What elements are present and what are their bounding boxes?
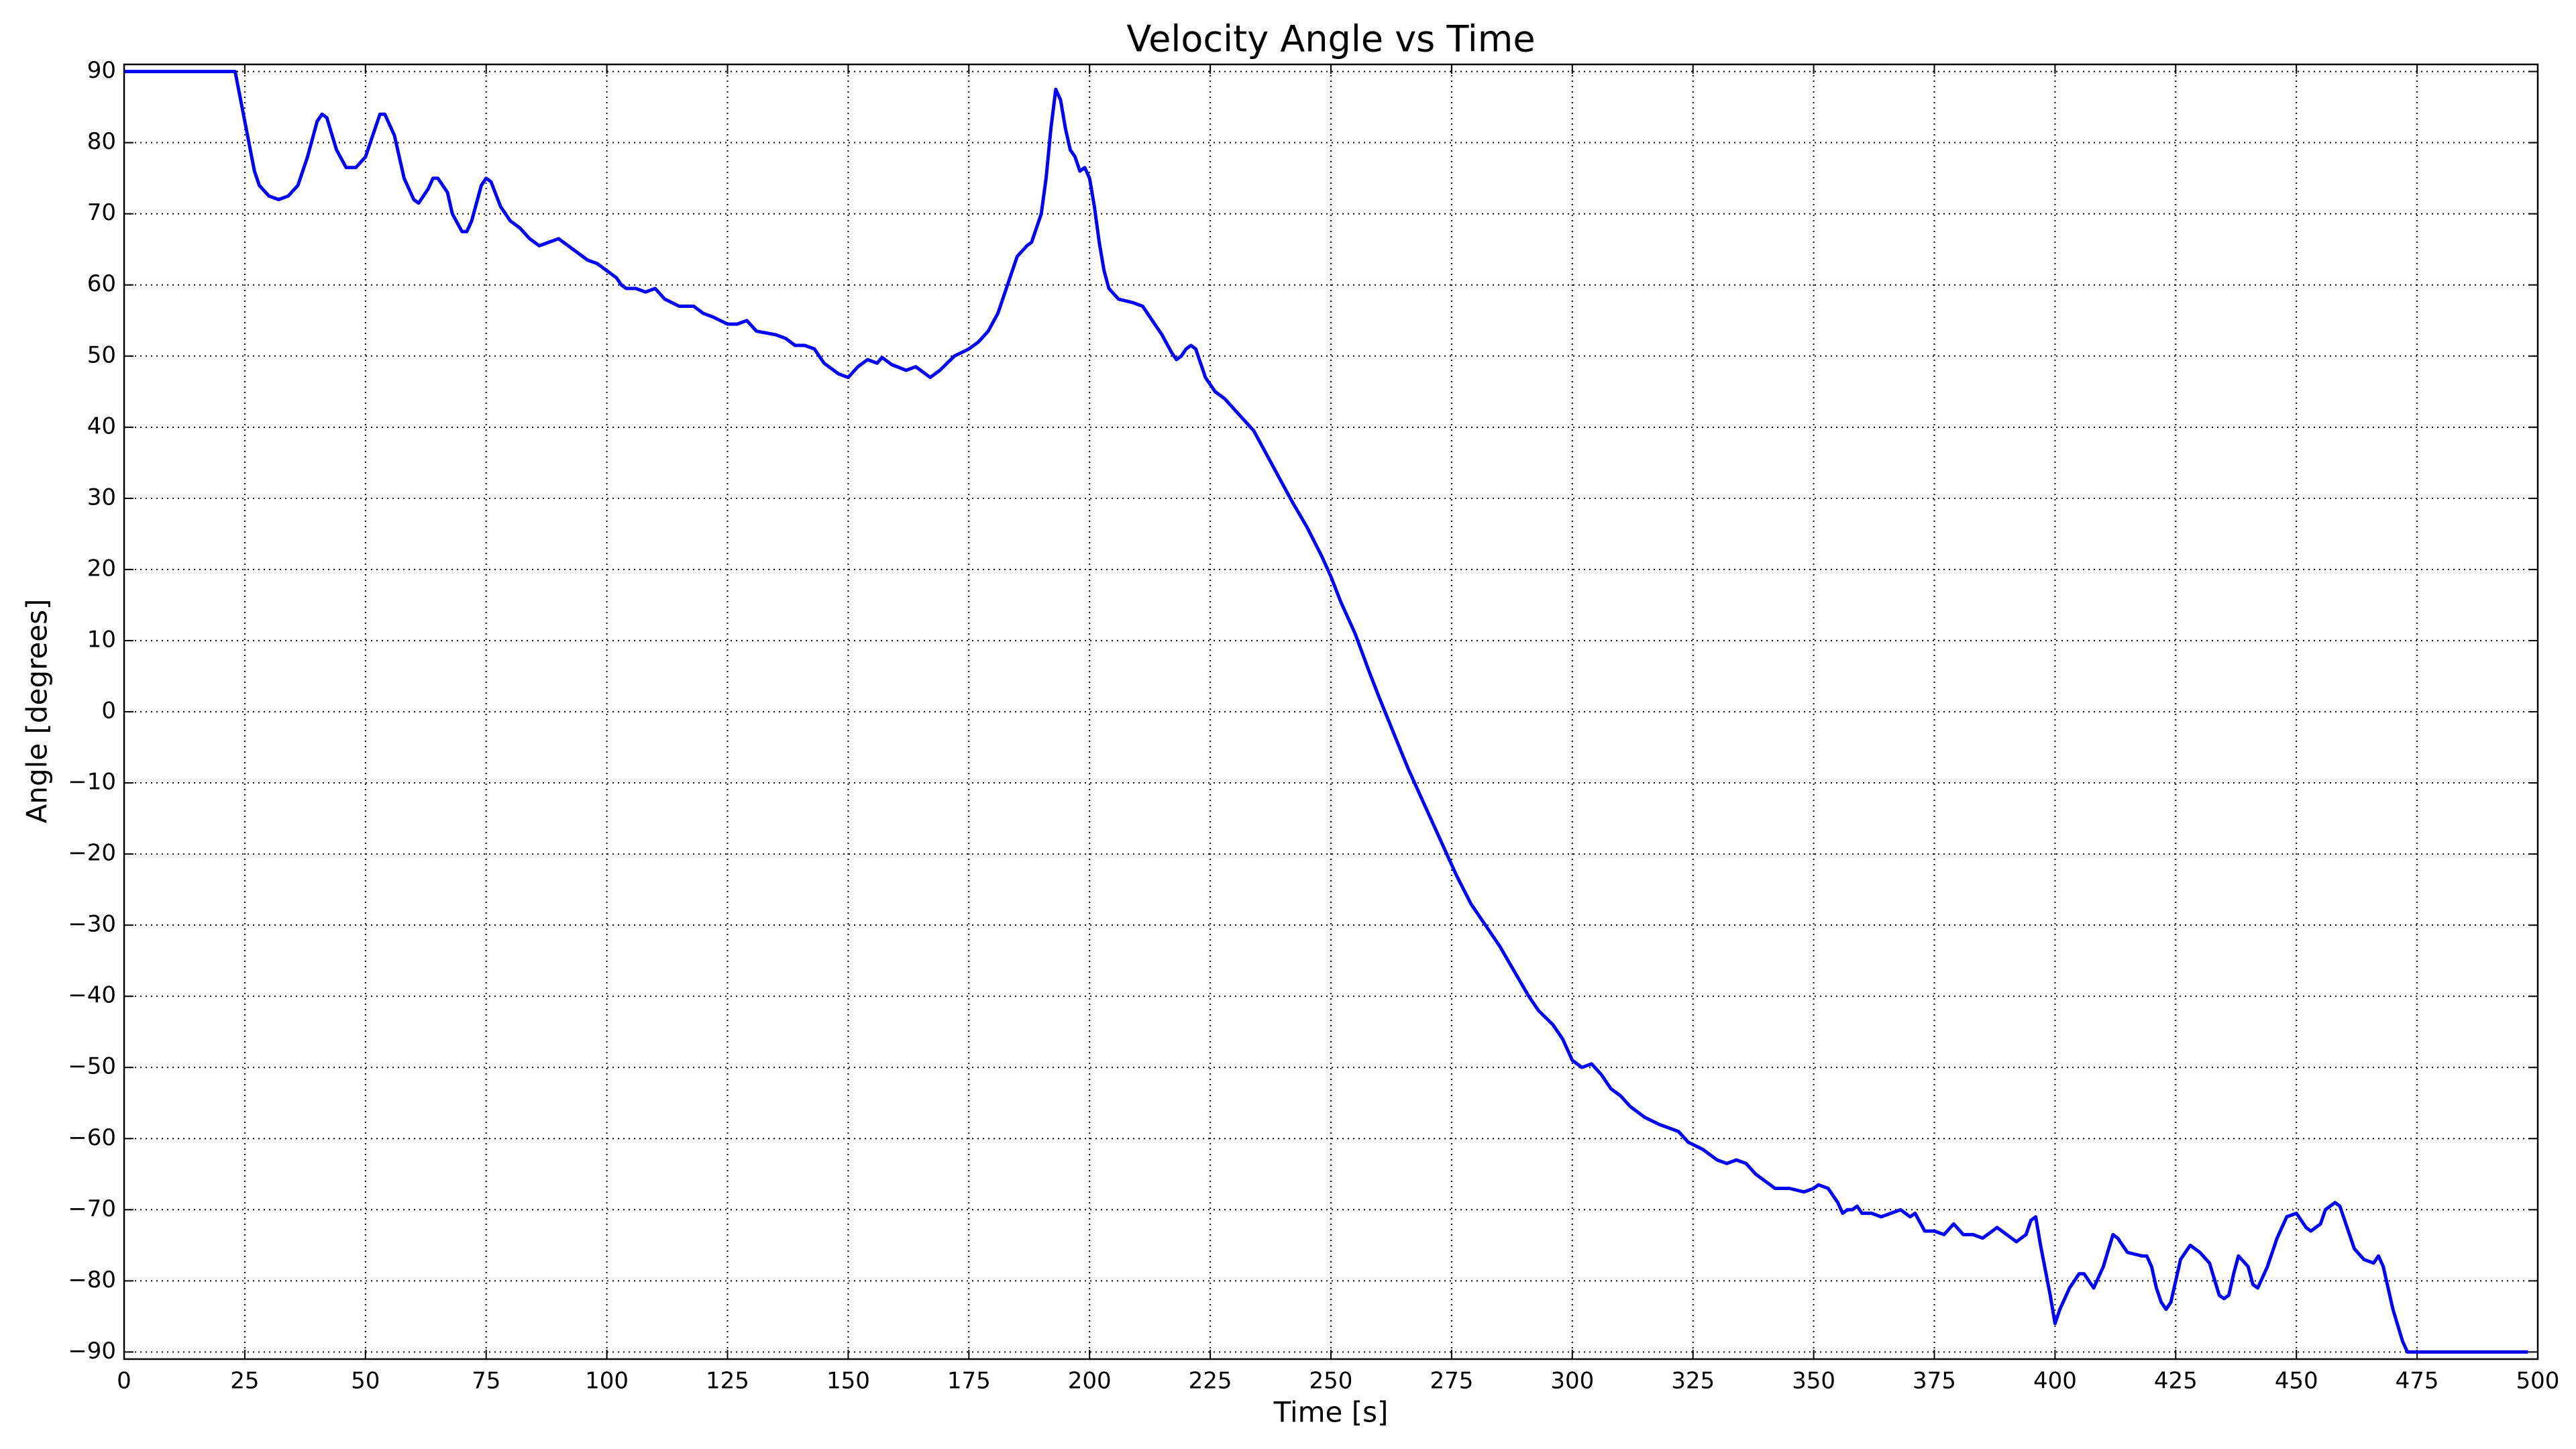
x-tick-label: 250 — [1309, 1368, 1353, 1395]
y-tick-label: 50 — [87, 341, 116, 368]
x-tick-label: 50 — [351, 1368, 380, 1395]
x-tick-label: 450 — [2275, 1368, 2318, 1395]
x-tick-label: 375 — [1913, 1368, 1956, 1395]
y-tick-label: −10 — [68, 769, 116, 796]
y-tick-label: 60 — [87, 270, 116, 297]
y-tick-label: −40 — [68, 982, 116, 1009]
y-tick-label: −80 — [68, 1267, 116, 1293]
y-tick-label: −20 — [68, 840, 116, 867]
x-tick-label: 400 — [2033, 1368, 2077, 1395]
y-tick-label: 80 — [87, 128, 116, 155]
y-tick-label: −30 — [68, 911, 116, 938]
x-tick-label: 0 — [117, 1368, 131, 1395]
x-tick-label: 200 — [1068, 1368, 1112, 1395]
y-tick-label: −90 — [68, 1338, 116, 1364]
data-line — [124, 70, 2528, 1354]
y-axis-label: Angle [degrees] — [21, 599, 54, 824]
chart-title: Velocity Angle vs Time — [1126, 18, 1535, 60]
y-tick-label: −60 — [68, 1124, 116, 1151]
x-tick-label: 150 — [826, 1368, 870, 1395]
plot-frame — [123, 63, 2539, 1360]
x-tick-label: 300 — [1550, 1368, 1594, 1395]
y-tick-label: 90 — [87, 57, 116, 84]
y-tick-label: 20 — [87, 555, 116, 582]
x-tick-label: 275 — [1430, 1368, 1473, 1395]
y-tick-label: 0 — [101, 698, 116, 724]
y-tick-label: 10 — [87, 626, 116, 653]
y-tick-label: 40 — [87, 413, 116, 439]
y-tick-label: 70 — [87, 199, 116, 226]
x-tick-label: 175 — [947, 1368, 991, 1395]
x-tick-label: 125 — [706, 1368, 749, 1395]
x-tick-label: 325 — [1671, 1368, 1715, 1395]
x-tick-label: 425 — [2154, 1368, 2198, 1395]
x-tick-label: 75 — [472, 1368, 500, 1395]
x-tick-label: 500 — [2516, 1368, 2560, 1395]
x-tick-label: 350 — [1792, 1368, 1835, 1395]
x-tick-label: 25 — [230, 1368, 259, 1395]
x-tick-label: 100 — [585, 1368, 629, 1395]
y-tick-label: −50 — [68, 1053, 116, 1080]
x-axis-label: Time [s] — [1273, 1396, 1389, 1429]
x-tick-label: 475 — [2396, 1368, 2439, 1395]
x-tick-label: 225 — [1189, 1368, 1232, 1395]
y-tick-label: −70 — [68, 1195, 116, 1222]
y-tick-label: 30 — [87, 484, 116, 511]
